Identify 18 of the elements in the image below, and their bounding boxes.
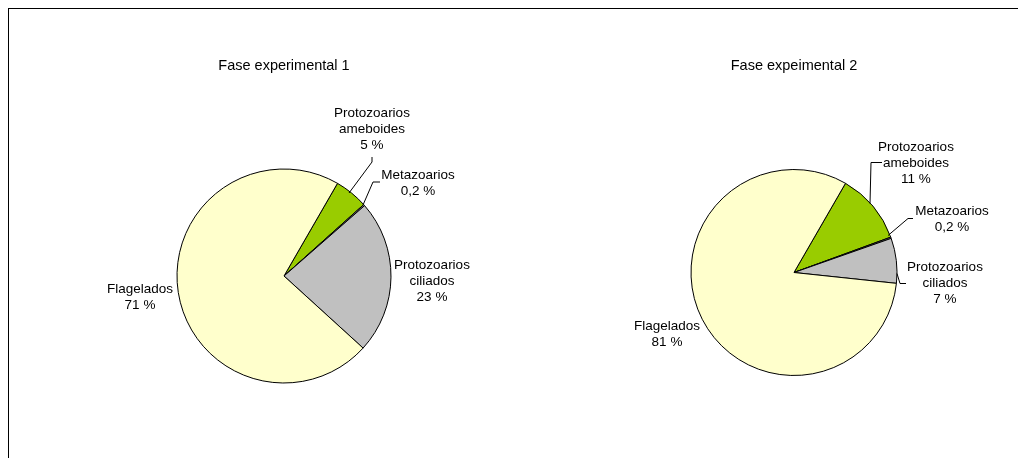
data-label: 23 % [416, 288, 448, 304]
slice-label: Protozoarios ciliados [907, 259, 984, 290]
data-label: 0,2 % [400, 182, 436, 198]
data-label: 11 % [901, 171, 931, 186]
chart-title: Fase expeimental 2 [729, 57, 859, 73]
chart-title: Fase experimental 1 [217, 57, 351, 73]
slice-label: Protozoarios ameboides [878, 139, 955, 170]
data-label: 7 % [933, 291, 957, 306]
slice-label: Protozoarios ciliados [394, 256, 471, 288]
data-label: 71 % [124, 296, 156, 312]
slice-label: Flagelados [633, 318, 701, 333]
slice-label: Flagelados [106, 280, 174, 296]
slice-label: Protozoarios ameboides [334, 104, 411, 136]
slice-label: Metazoarios [915, 203, 990, 218]
data-label: 5 % [360, 136, 384, 152]
data-label: 0,2 % [934, 219, 970, 234]
data-label: 81 % [651, 334, 683, 349]
slice-label: Metazoarios [381, 166, 456, 182]
